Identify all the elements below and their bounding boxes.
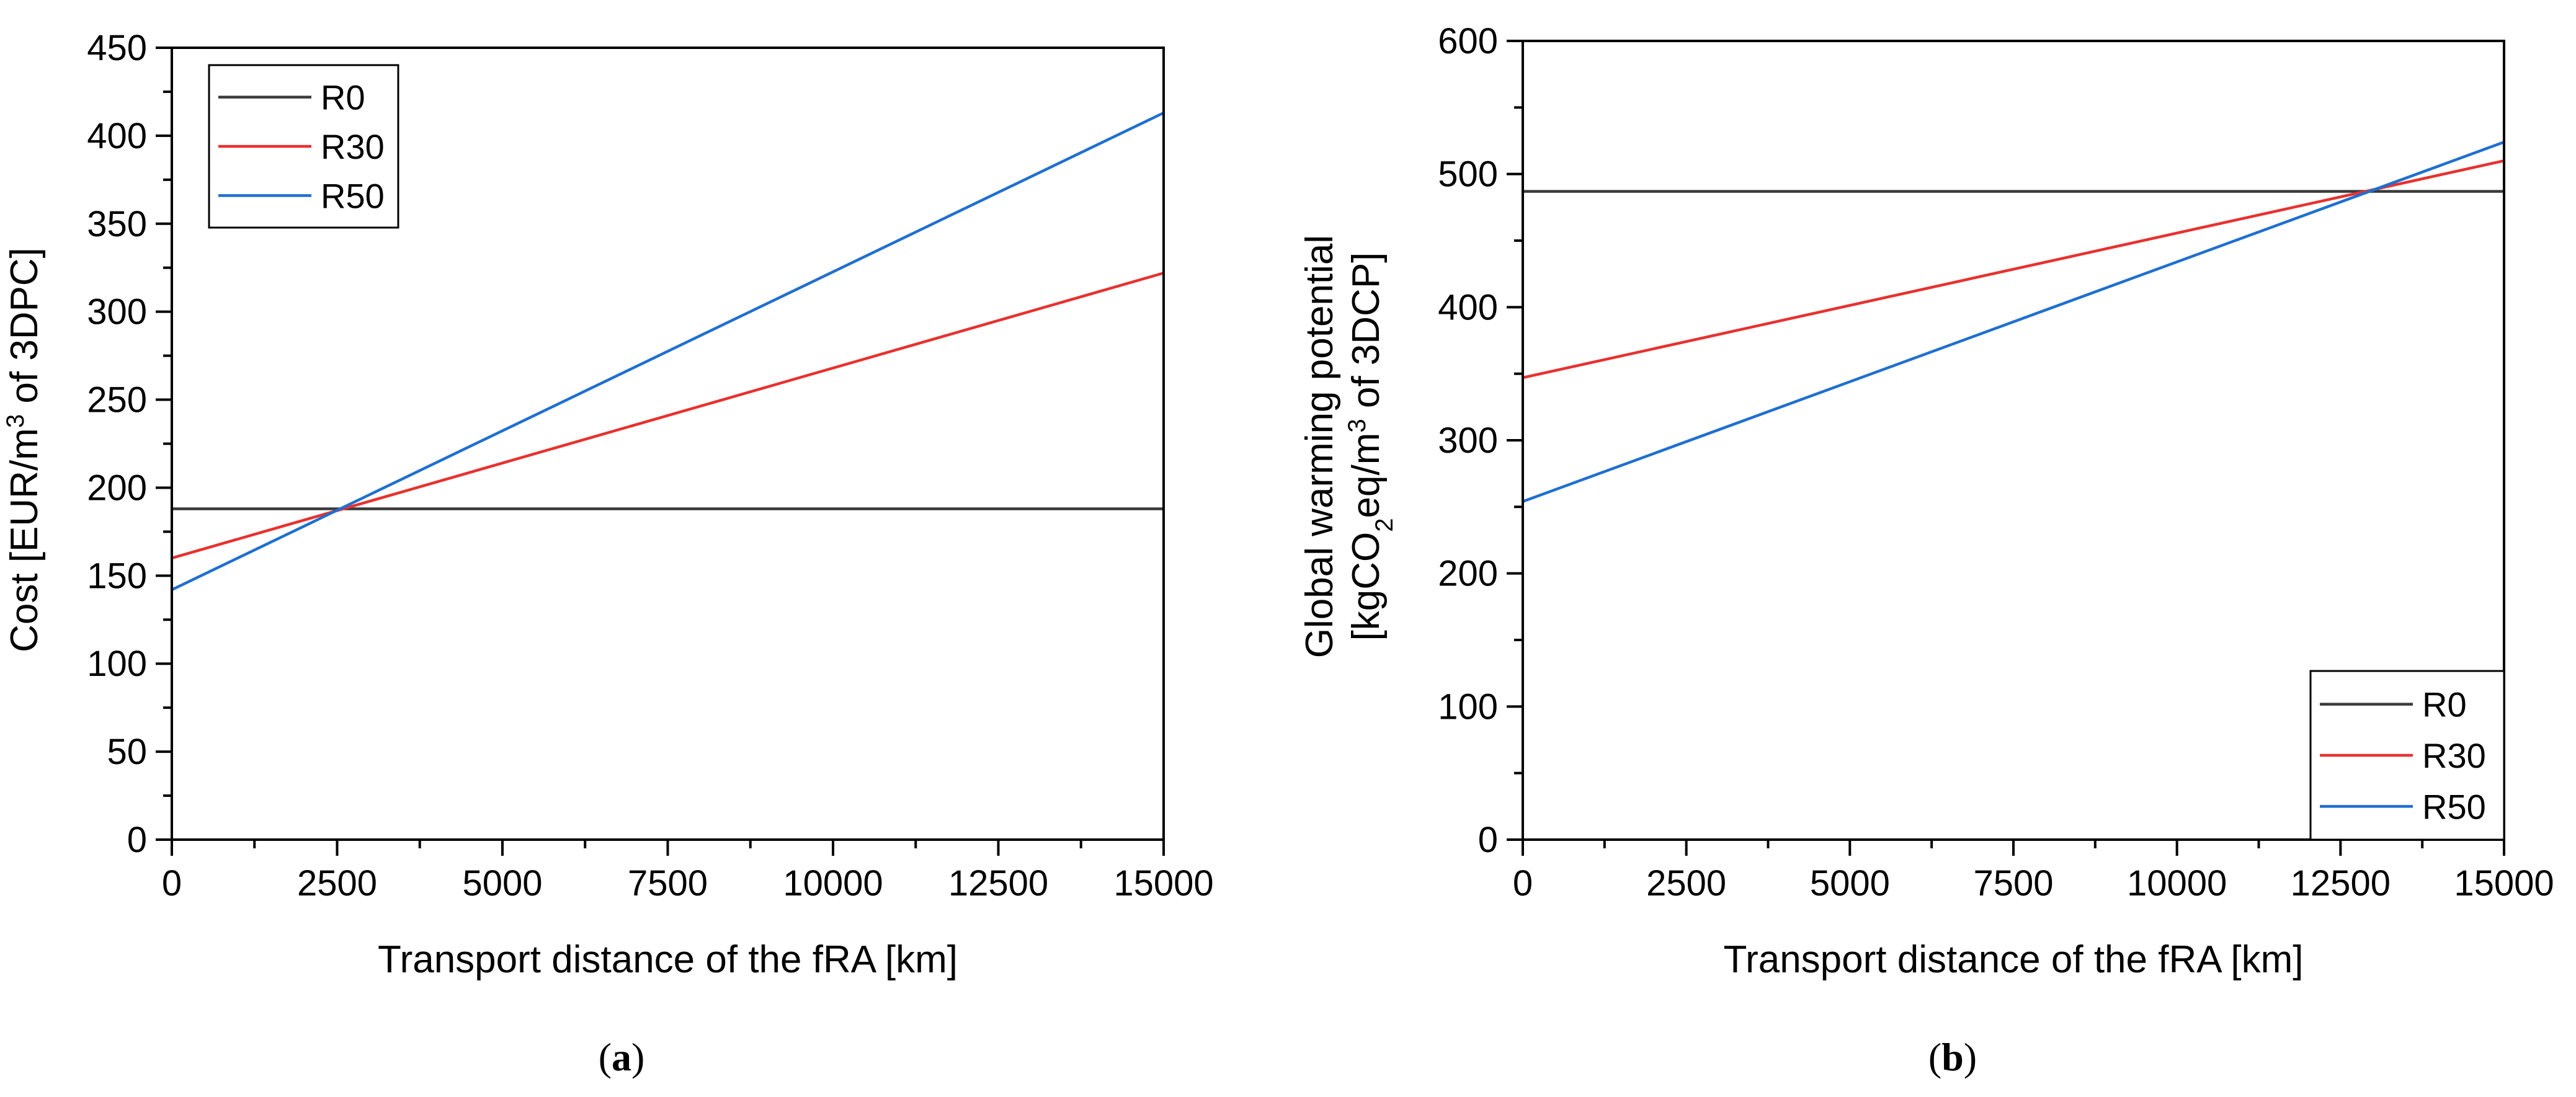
panel-label-letter: a	[612, 1035, 631, 1079]
y-tick-label: 500	[1438, 154, 1498, 195]
y-axis-label-part-0: Cost [EUR/m	[3, 428, 46, 652]
legend-label-r0: R0	[321, 78, 365, 117]
y-axis-label-line2-part-2: eq/m	[1345, 433, 1388, 518]
x-axis-label: Transport distance of the fRA [km]	[1724, 938, 2304, 981]
x-axis-label: Transport distance of the fRA [km]	[378, 938, 958, 981]
y-tick-label: 450	[87, 28, 147, 68]
panel-label-open: (	[599, 1035, 612, 1079]
series-line-r30	[1522, 159, 2505, 380]
panel-label-letter: b	[1941, 1035, 1964, 1079]
x-tick-label: 2500	[297, 863, 377, 904]
y-tick-label: 150	[87, 556, 147, 596]
x-tick-label: 12500	[2291, 863, 2391, 904]
chart-panel-a: 0 2500 5000 7500 10000 12500 15000 0 50 100 150 200…	[2, 28, 1214, 1079]
panel-label-open: (	[1928, 1035, 1941, 1079]
y-tick-label: 600	[1438, 21, 1498, 61]
series-line-r50	[171, 111, 1164, 592]
x-tick-label: 0	[1513, 863, 1533, 904]
x-tick-label: 10000	[783, 863, 883, 904]
legend-label-r30: R30	[321, 127, 385, 166]
y-axis-label-line2-part-0: [kgCO	[1345, 532, 1388, 641]
y-tick-label: 400	[87, 116, 147, 156]
x-tick-label: 15000	[2454, 863, 2554, 904]
panel-label: (b)	[1928, 1035, 1977, 1079]
panel-label: (a)	[599, 1035, 645, 1079]
y-tick-label: 200	[87, 468, 147, 508]
x-tick-label: 12500	[948, 863, 1048, 904]
y-tick-label: 300	[1438, 420, 1498, 461]
y-tick-label: 200	[1438, 554, 1498, 594]
y-tick-label: 0	[127, 820, 147, 860]
y-tick-label: 100	[1438, 686, 1498, 727]
y-axis-label-line2-part-4: of 3DCP]	[1345, 252, 1388, 419]
y-axis-label-part-1: 3	[2, 414, 29, 428]
y-tick-label: 400	[1438, 287, 1498, 327]
legend: R0 R30 R50	[2309, 670, 2505, 841]
y-tick-label: 250	[87, 380, 147, 420]
x-tick-label: 7500	[1973, 863, 2053, 904]
x-tick-label: 5000	[1810, 863, 1890, 904]
y-tick-label: 300	[87, 292, 147, 332]
x-tick-label: 10000	[2127, 863, 2227, 904]
panel-label-close: )	[631, 1035, 644, 1079]
y-axis-label: Cost [EUR/m3 of 3DPC]	[2, 247, 46, 652]
legend-label-r50: R50	[2422, 787, 2486, 826]
legend-label-r50: R50	[321, 176, 385, 215]
y-tick-label: 350	[87, 204, 147, 244]
x-tick-label: 5000	[462, 863, 542, 904]
y-axis-label-line2: [kgCO2eq/m3 of 3DCP]	[1344, 252, 1398, 641]
x-tick-label: 7500	[628, 863, 708, 904]
legend-label-r0: R0	[2422, 685, 2467, 724]
y-tick-label: 0	[1478, 820, 1498, 860]
y-axis-label-line1: Global warming potential	[1298, 235, 1341, 658]
panel-label-close: )	[1964, 1035, 1977, 1079]
legend-label-r30: R30	[2422, 736, 2486, 775]
y-axis-label-part-2: of 3DPC]	[3, 247, 46, 414]
y-tick-label: 50	[107, 732, 147, 772]
series-line-r50	[1522, 141, 2505, 503]
y-axis-label-line2-part-1: 2	[1371, 518, 1398, 531]
x-tick-label: 15000	[1113, 863, 1213, 904]
chart-panel-b: 0 2500 5000 7500 10000 12500 15000010020030040…	[1298, 21, 2554, 1079]
x-tick-label: 0	[162, 863, 182, 904]
legend: R0 R30 R50	[208, 64, 399, 229]
y-tick-label: 100	[87, 644, 147, 684]
y-axis-label-line2-part-3: 3	[1344, 419, 1371, 432]
x-tick-label: 2500	[1646, 863, 1726, 904]
